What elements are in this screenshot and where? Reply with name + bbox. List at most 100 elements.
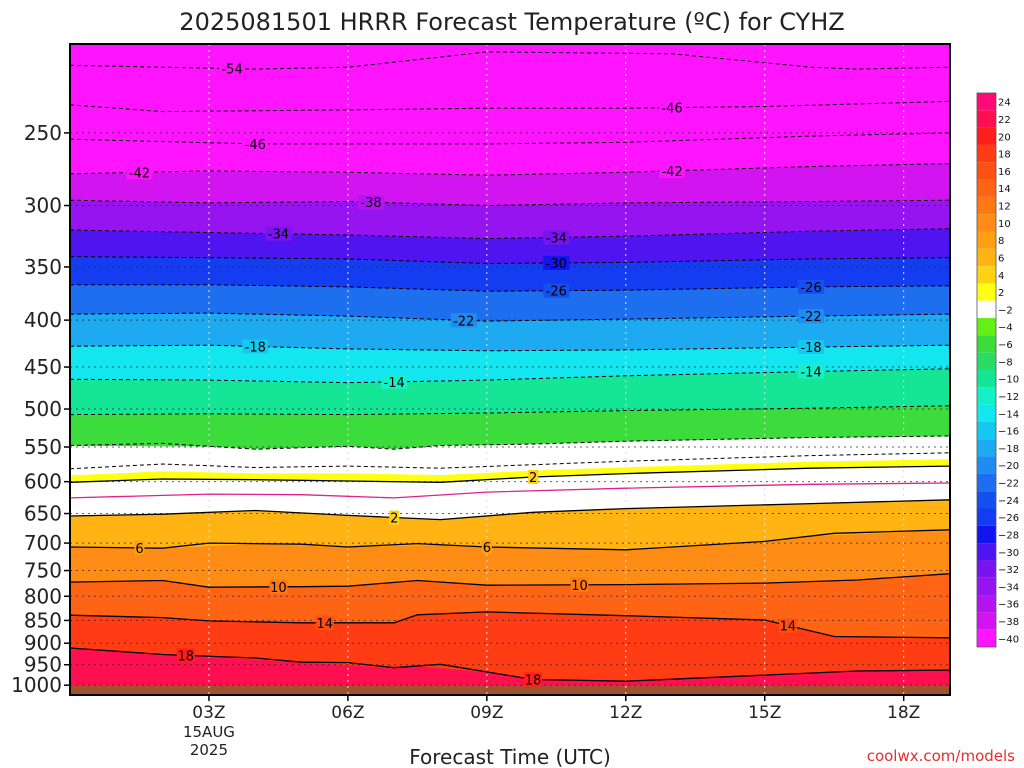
isotherm-label-bg bbox=[481, 540, 492, 555]
isotherm-label: 10 bbox=[571, 579, 588, 594]
isotherm-line bbox=[70, 132, 950, 145]
isotherm-label-bg bbox=[659, 100, 686, 115]
y-tick-label: 750 bbox=[24, 559, 62, 583]
isotherm-label: -46 bbox=[661, 102, 682, 117]
colorbar-swatch bbox=[977, 560, 996, 578]
isotherm-line bbox=[70, 256, 950, 265]
isotherm-label: 10 bbox=[270, 581, 287, 596]
isotherm-label: -42 bbox=[129, 166, 150, 181]
isotherm-label-bg bbox=[176, 648, 195, 663]
isotherm-lines bbox=[70, 51, 950, 682]
y-tick-label: 250 bbox=[24, 121, 62, 145]
isotherm-label-bg bbox=[543, 255, 570, 270]
x-tick-label: 12Z bbox=[609, 703, 642, 723]
field-sub-band bbox=[70, 631, 950, 682]
isotherm-line bbox=[70, 163, 950, 176]
isotherm-line bbox=[70, 100, 950, 113]
isotherm-label: -22 bbox=[800, 310, 821, 325]
colorbar-label: −32 bbox=[998, 565, 1019, 576]
colorbar-swatch bbox=[977, 214, 996, 232]
y-axis: 2503003504004505005506006507007508008509… bbox=[11, 121, 70, 697]
isotherm-line bbox=[70, 647, 950, 682]
isotherm-label: -30 bbox=[546, 257, 567, 272]
colorbar-swatch bbox=[977, 525, 996, 544]
isotherm-label-bg bbox=[543, 283, 570, 298]
isotherm-label: -46 bbox=[245, 138, 266, 153]
isotherm-line bbox=[70, 51, 950, 70]
colorbar-label: −34 bbox=[998, 582, 1019, 593]
colorbar-swatch bbox=[977, 248, 996, 267]
isotherm-label-bg bbox=[265, 226, 292, 241]
colorbar-label: 8 bbox=[998, 236, 1004, 247]
colorbar-label: −20 bbox=[998, 461, 1019, 472]
isotherm-label: 18 bbox=[525, 674, 542, 689]
y-tick-label: 850 bbox=[24, 608, 62, 632]
isotherm-label-bg bbox=[242, 339, 269, 354]
colorbar-swatch bbox=[977, 629, 996, 647]
colorbar-label: −38 bbox=[998, 617, 1019, 628]
colorbar-label: −4 bbox=[998, 323, 1013, 334]
colorbar-swatch bbox=[977, 370, 996, 388]
isotherm-label-bg bbox=[358, 195, 385, 210]
colorbar-label: −30 bbox=[998, 548, 1019, 559]
colorbar-label: −18 bbox=[998, 444, 1019, 455]
isotherm-label: 14 bbox=[316, 617, 333, 632]
field-sub-band bbox=[70, 444, 950, 470]
colorbar-frame bbox=[976, 92, 997, 648]
colorbar-label: −14 bbox=[998, 409, 1019, 420]
isotherm-label: -14 bbox=[384, 376, 405, 391]
isotherm-label: -34 bbox=[546, 231, 567, 246]
colorbar: 24 22 20 18 16 14 12 10 8 6 4 2 −2 −4 −6 −8 −10 −12 −14 −16… bbox=[976, 92, 1019, 648]
x-tick-label: 18Z bbox=[887, 703, 920, 723]
chart-title: 2025081501 HRRR Forecast Temperature (ºC… bbox=[179, 8, 844, 36]
isotherm-line bbox=[70, 284, 950, 292]
x-tick-label: 03Z bbox=[192, 703, 225, 723]
colorbar-swatch bbox=[977, 473, 996, 492]
field-sub-band bbox=[70, 420, 950, 447]
isotherm-labels: -54 -46 -46 -42 -42 -38 -34 -34 -30 -26 -26 -22 -22 -… bbox=[126, 61, 825, 689]
isotherm-label-bg bbox=[389, 510, 400, 525]
colorbar-label: −16 bbox=[998, 427, 1019, 438]
isotherm-label: -18 bbox=[245, 340, 266, 355]
colorbar-swatch bbox=[977, 508, 996, 526]
colorbar-swatch bbox=[977, 612, 996, 630]
isotherm-label: 18 bbox=[178, 649, 195, 664]
colorbar-label: 12 bbox=[998, 202, 1011, 213]
colorbar-swatch bbox=[977, 595, 996, 613]
colorbar-label: 18 bbox=[998, 150, 1011, 161]
isotherm-label: 2 bbox=[529, 471, 537, 486]
colorbar-swatch bbox=[977, 266, 996, 284]
y-tick-label: 500 bbox=[24, 397, 62, 421]
isotherm-label-bg bbox=[798, 340, 825, 355]
ground-surface bbox=[70, 685, 950, 695]
isotherm-line bbox=[70, 482, 950, 499]
isotherm-label: -26 bbox=[546, 285, 567, 300]
isotherm-label-bg bbox=[315, 615, 334, 630]
y-tick-label: 600 bbox=[24, 470, 62, 494]
isotherm-label-bg bbox=[778, 618, 797, 633]
isotherm-line bbox=[70, 312, 950, 322]
field-sub-band bbox=[70, 92, 950, 112]
isotherm-label-bg bbox=[798, 309, 825, 324]
colorbar-swatch bbox=[977, 318, 996, 336]
y-tick-label: 700 bbox=[24, 531, 62, 555]
x-tick-year: 2025 bbox=[190, 741, 228, 759]
isotherm-label-bg bbox=[528, 469, 539, 484]
colorbar-label: 10 bbox=[998, 219, 1011, 230]
colorbar-swatch bbox=[977, 421, 996, 440]
colorbar-swatch bbox=[977, 404, 996, 422]
isotherm-line bbox=[70, 465, 950, 483]
colorbar-swatch bbox=[977, 144, 996, 163]
colorbar-swatch bbox=[977, 93, 996, 111]
isotherm-line bbox=[70, 344, 950, 352]
temperature-field bbox=[70, 44, 950, 695]
colorbar-label: −10 bbox=[998, 375, 1019, 386]
colorbar-label: 20 bbox=[998, 132, 1011, 143]
x-tick-label: 06Z bbox=[331, 703, 364, 723]
colorbar-swatch bbox=[977, 300, 996, 319]
y-tick-label: 950 bbox=[24, 653, 62, 677]
colorbar-swatch bbox=[977, 179, 996, 197]
colorbar-swatch bbox=[977, 162, 996, 180]
